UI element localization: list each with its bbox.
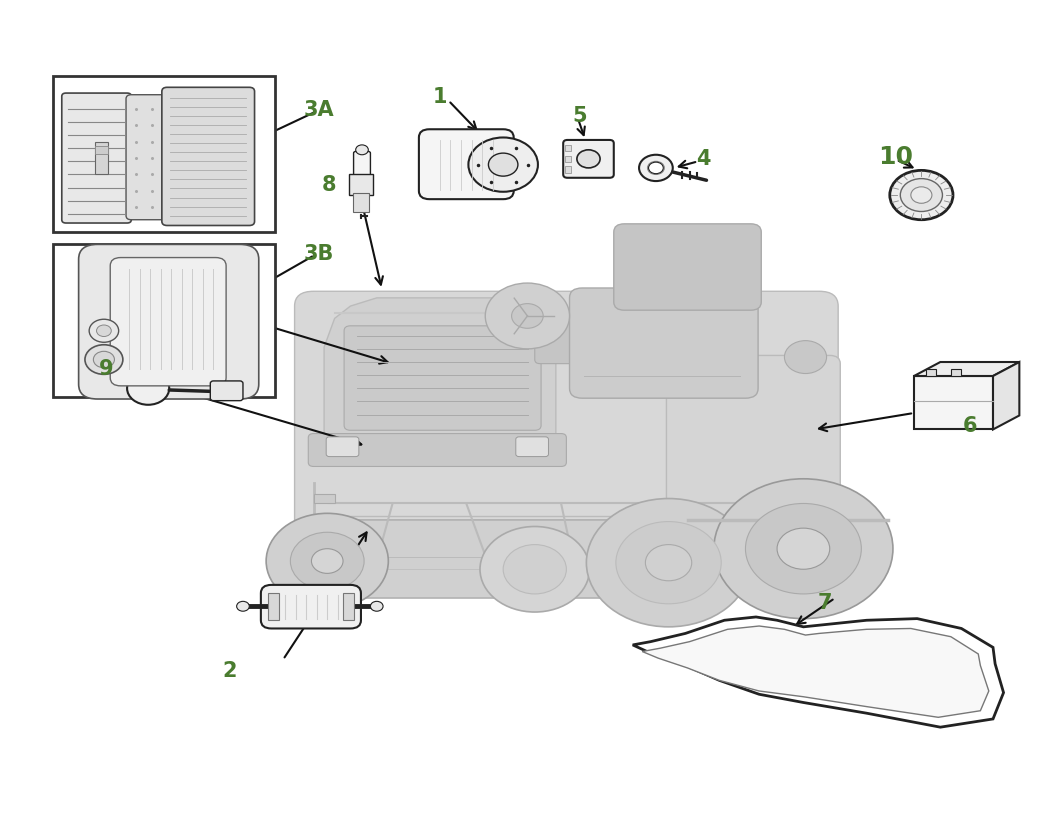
FancyBboxPatch shape xyxy=(516,437,549,457)
Bar xyxy=(349,175,373,196)
Circle shape xyxy=(639,155,672,182)
Circle shape xyxy=(777,528,830,570)
Text: 2: 2 xyxy=(222,660,236,680)
Bar xyxy=(951,370,962,376)
FancyBboxPatch shape xyxy=(535,319,609,364)
Polygon shape xyxy=(632,617,1004,727)
FancyBboxPatch shape xyxy=(319,520,634,598)
Circle shape xyxy=(290,533,364,590)
FancyBboxPatch shape xyxy=(61,94,131,224)
Text: 7: 7 xyxy=(818,592,831,613)
Text: 3B: 3B xyxy=(304,243,334,263)
Text: 6: 6 xyxy=(963,416,977,436)
Circle shape xyxy=(468,138,538,193)
Circle shape xyxy=(900,179,943,213)
Circle shape xyxy=(89,320,119,343)
Polygon shape xyxy=(914,362,1020,376)
Circle shape xyxy=(356,146,369,155)
Polygon shape xyxy=(324,299,556,447)
Text: 5: 5 xyxy=(573,106,588,127)
Circle shape xyxy=(714,479,893,619)
Bar xyxy=(268,594,279,620)
Polygon shape xyxy=(642,626,989,718)
FancyBboxPatch shape xyxy=(110,258,227,386)
Circle shape xyxy=(311,549,343,574)
FancyBboxPatch shape xyxy=(563,141,614,179)
Circle shape xyxy=(96,326,111,337)
Circle shape xyxy=(648,163,663,174)
Circle shape xyxy=(480,527,590,612)
Text: 4: 4 xyxy=(696,149,711,169)
Circle shape xyxy=(511,304,543,329)
FancyBboxPatch shape xyxy=(354,152,371,180)
Bar xyxy=(313,494,335,504)
FancyBboxPatch shape xyxy=(326,437,359,457)
Bar xyxy=(53,77,274,232)
Bar xyxy=(95,142,108,175)
Text: 1: 1 xyxy=(433,88,447,108)
Bar xyxy=(566,156,571,163)
Circle shape xyxy=(93,352,114,368)
FancyBboxPatch shape xyxy=(211,381,243,401)
Circle shape xyxy=(911,188,932,204)
FancyBboxPatch shape xyxy=(78,245,258,399)
FancyBboxPatch shape xyxy=(344,327,541,431)
FancyBboxPatch shape xyxy=(308,434,567,467)
Circle shape xyxy=(746,504,861,595)
Bar xyxy=(926,370,936,376)
Bar xyxy=(53,245,274,397)
Circle shape xyxy=(645,545,692,581)
FancyBboxPatch shape xyxy=(126,96,168,221)
Circle shape xyxy=(266,514,389,609)
Bar xyxy=(353,194,370,213)
Circle shape xyxy=(488,154,518,177)
FancyBboxPatch shape xyxy=(261,586,361,629)
Circle shape xyxy=(587,499,751,627)
Circle shape xyxy=(85,346,123,375)
Text: 3A: 3A xyxy=(304,99,335,120)
Circle shape xyxy=(503,545,567,595)
FancyBboxPatch shape xyxy=(294,292,838,547)
Circle shape xyxy=(890,171,953,221)
Circle shape xyxy=(577,151,600,169)
FancyBboxPatch shape xyxy=(570,289,758,399)
Circle shape xyxy=(236,601,249,611)
Circle shape xyxy=(616,522,721,604)
FancyBboxPatch shape xyxy=(666,356,840,520)
Circle shape xyxy=(127,372,169,405)
Bar xyxy=(343,594,354,620)
Bar xyxy=(566,167,571,174)
Bar xyxy=(95,146,108,155)
Circle shape xyxy=(485,284,570,350)
Text: 9: 9 xyxy=(98,358,113,378)
FancyBboxPatch shape xyxy=(162,88,254,227)
Text: 10: 10 xyxy=(879,146,914,170)
Polygon shape xyxy=(993,362,1020,430)
FancyBboxPatch shape xyxy=(419,130,514,200)
Bar xyxy=(566,146,571,152)
Text: 8: 8 xyxy=(322,175,337,195)
Circle shape xyxy=(371,601,383,611)
FancyBboxPatch shape xyxy=(614,225,761,311)
Bar xyxy=(914,376,993,430)
Circle shape xyxy=(647,162,664,175)
Circle shape xyxy=(785,342,827,374)
